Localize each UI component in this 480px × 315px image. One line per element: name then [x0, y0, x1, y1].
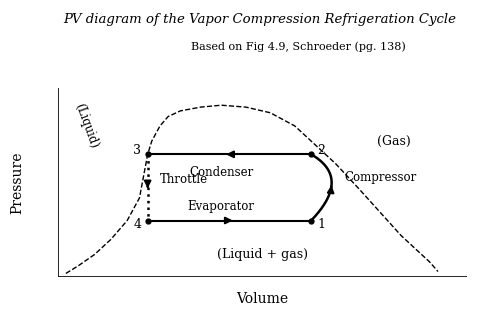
Text: Condenser: Condenser: [189, 166, 253, 179]
Text: Pressure: Pressure: [10, 152, 24, 214]
Text: 4: 4: [133, 218, 141, 231]
Text: Based on Fig 4.9, Schroeder (pg. 138): Based on Fig 4.9, Schroeder (pg. 138): [191, 41, 405, 52]
Text: 1: 1: [317, 218, 325, 231]
Text: Throttle: Throttle: [159, 173, 208, 186]
Text: (Liquid): (Liquid): [72, 102, 100, 150]
Text: Compressor: Compressor: [343, 171, 415, 185]
Text: Evaporator: Evaporator: [187, 200, 254, 213]
Text: 2: 2: [317, 144, 324, 157]
Text: (Gas): (Gas): [376, 135, 409, 148]
Text: Volume: Volume: [236, 292, 288, 306]
Text: PV diagram of the Vapor Compression Refrigeration Cycle: PV diagram of the Vapor Compression Refr…: [63, 13, 456, 26]
Text: 3: 3: [133, 144, 141, 157]
Text: (Liquid + gas): (Liquid + gas): [216, 248, 307, 261]
